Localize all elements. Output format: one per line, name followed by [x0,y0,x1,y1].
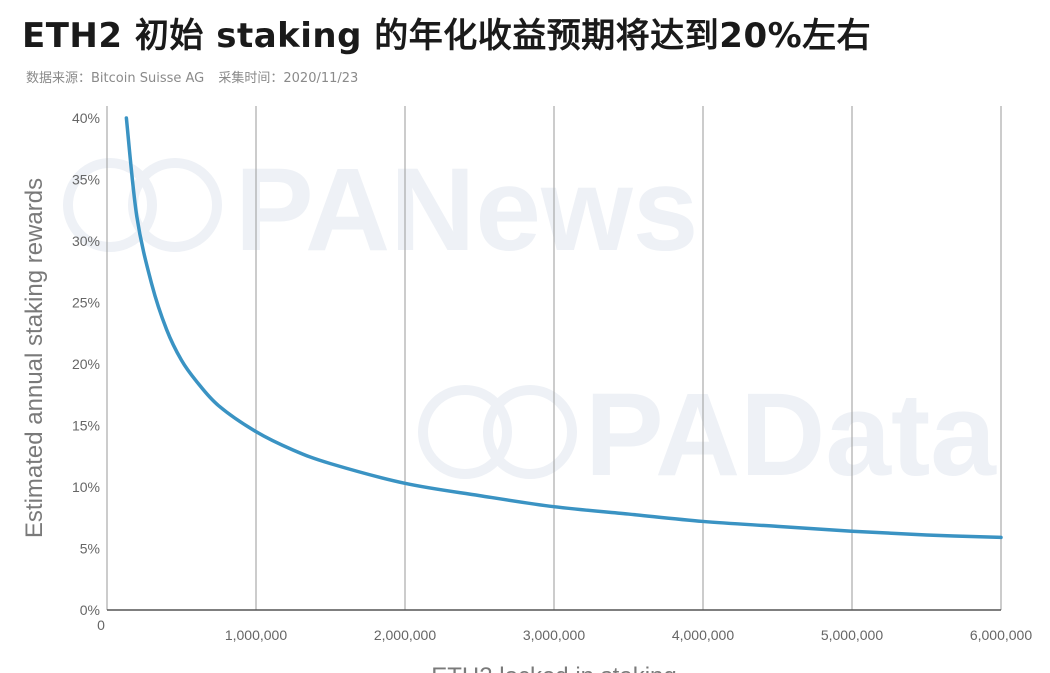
y-tick-labels: 0% 5% 10% 15% 20% 25% 30% 35% 40% [72,110,100,618]
y-tick-label: 35% [72,172,100,188]
watermark-padata-text: PAData [585,369,997,501]
x-axis-label: ETH2 locked in staking [431,663,676,673]
y-tick-label: 30% [72,233,100,249]
watermark-panews: PANews [63,144,698,276]
watermark-panews-text: PANews [235,144,698,276]
y-axis-label: Estimated annual staking rewards [21,178,48,538]
y-tick-label: 0% [80,602,100,618]
x-tick-label: 6,000,000 [970,627,1032,643]
x-tick-label: 1,000,000 [225,627,287,643]
y-tick-label: 25% [72,295,100,311]
chart-title: ETH2 初始 staking 的年化收益预期将达到20%左右 [22,16,872,56]
x-tick-label: 5,000,000 [821,627,883,643]
x-tick-label: 3,000,000 [523,627,585,643]
axes [106,106,1001,611]
y-tick-label: 5% [80,541,100,557]
y-tick-label: 15% [72,418,100,434]
series-line [124,116,1003,540]
x-tick-label: 4,000,000 [672,627,734,643]
vertical-gridlines [255,106,1002,610]
x-tick-label: 2,000,000 [374,627,436,643]
series-layer [124,116,1003,540]
date-text: 采集时间：2020/11/23 [218,71,359,86]
watermark-padata: PAData [418,369,997,501]
y-tick-label: 10% [72,479,100,495]
source-text: 数据来源：Bitcoin Suisse AG [26,71,205,86]
x-tick-label: 0 [97,617,105,633]
y-tick-label: 20% [72,356,100,372]
y-tick-label: 40% [72,110,100,126]
chart-source: 数据来源：Bitcoin Suisse AG 采集时间：2020/11/23 [26,67,368,86]
x-tick-labels: 0 1,000,000 2,000,000 3,000,000 4,000,000 5,0… [97,617,1032,643]
